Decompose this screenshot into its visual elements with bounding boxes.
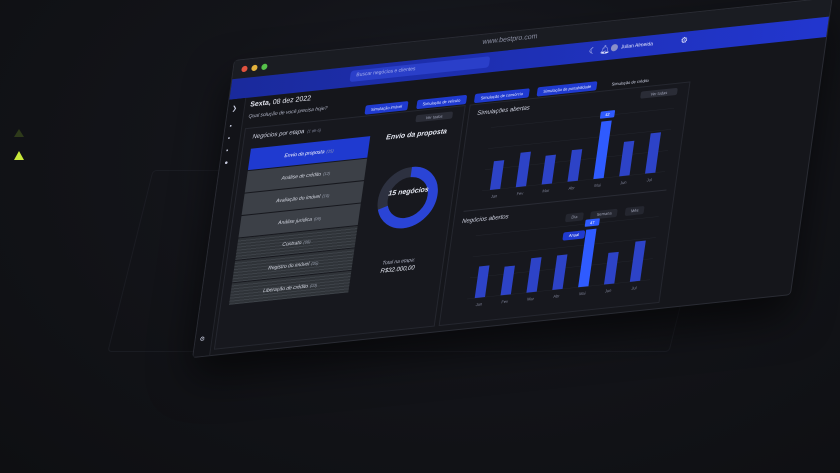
x-tick-label: Jul <box>631 285 637 291</box>
home-icon[interactable]: ▪ <box>229 123 233 130</box>
page-question: Qual solução de você precisa hoje? <box>248 105 328 120</box>
donut-summary: Envio da proposta 15 negócios Total na e… <box>348 127 460 325</box>
stage-label: Avaliação do imóvel <box>275 193 321 205</box>
x-tick-label: Jun <box>605 288 612 294</box>
x-tick-label: Jan <box>491 193 498 199</box>
avatar[interactable] <box>610 43 619 52</box>
gridline <box>490 108 675 128</box>
stage-count: (05) <box>310 260 319 267</box>
gridline <box>472 237 656 258</box>
deals-bar-chart: Jan Fev Mar Abr Mai 47 Jun Jul <box>466 216 659 307</box>
chart-bar[interactable] <box>645 132 662 174</box>
chart-bar[interactable] <box>541 154 556 185</box>
page-date: Sexta, 08 dez 2022 <box>250 95 312 109</box>
chart-bar[interactable] <box>619 140 635 177</box>
stage-count: (09) <box>313 215 322 222</box>
chart-bar[interactable] <box>567 149 583 182</box>
funnel-title: Negócios por etapa (1 de 6) <box>252 127 321 140</box>
chart-bar[interactable] <box>578 228 597 288</box>
funnel-subtitle: (1 de 6) <box>306 127 322 134</box>
deals-chart-title: Negócios abertos <box>461 214 509 226</box>
x-tick-label: Fev <box>516 190 524 196</box>
stage-label: Envio da proposta <box>284 148 325 160</box>
settings-icon[interactable]: ⚙ <box>199 336 206 344</box>
x-tick-label: Mar <box>542 188 550 194</box>
stage-count: (12) <box>322 170 331 177</box>
funnel-stages: Envio da proposta(15) Análise de crédito… <box>228 136 371 306</box>
gridline <box>488 129 672 149</box>
x-tick-label: Jul <box>646 177 652 183</box>
x-tick-label: Mai <box>579 291 586 297</box>
triangle-indicator-active-icon <box>14 151 24 160</box>
data-label: 42 <box>605 112 611 118</box>
value-tooltip <box>584 218 600 227</box>
simulations-view-all-button[interactable]: Ver todas <box>640 87 678 99</box>
user-icon[interactable]: ● <box>223 160 229 167</box>
funnel-view-all-button[interactable]: Ver todos <box>415 111 454 123</box>
window-frame: www.bestpro.com Buscar negócios e client… <box>192 0 833 359</box>
charts-panel: Simulações abertas Ver todas Jan Fev Mar Ab… <box>438 81 691 327</box>
user-name[interactable]: Julian Almeida <box>620 41 654 51</box>
funnel-title-text: Negócios por etapa <box>252 128 305 141</box>
simulations-bar-chart: Jan Fev Mar Abr Mai 42 Jun Jul <box>482 108 675 199</box>
x-tick-label: Fev <box>501 299 509 305</box>
menu-icon[interactable]: ❯ <box>231 105 238 113</box>
clipboard-icon[interactable]: ▪ <box>227 135 231 143</box>
date-rest: 08 dez 2022 <box>272 95 312 107</box>
date-day: Sexta, <box>249 99 272 109</box>
stage-count: (10) <box>321 192 330 199</box>
app-window: www.bestpro.com Buscar negócios e client… <box>191 0 833 366</box>
chart-bar[interactable] <box>603 251 619 285</box>
stage-label: Registro do imóvel <box>267 261 310 272</box>
x-tick-label: Abr <box>568 185 576 191</box>
x-tick-label: Jan <box>475 301 482 307</box>
stage-label: Liberação de crédito <box>262 283 309 295</box>
moon-icon[interactable]: ☾ <box>588 46 597 56</box>
window-url: www.bestpro.com <box>481 33 538 47</box>
maximize-window-button[interactable] <box>260 63 268 71</box>
stage-count: (08) <box>303 238 311 245</box>
stage-count: (03) <box>309 282 318 289</box>
value-tooltip <box>599 110 616 119</box>
stage-label: Análise jurídica <box>277 216 313 227</box>
chart-bar[interactable] <box>500 265 515 296</box>
stage-count: (15) <box>326 148 335 154</box>
settings-icon[interactable]: ⚙ <box>679 35 689 46</box>
bell-icon[interactable]: 🔔︎ <box>599 44 611 55</box>
chart-bar[interactable] <box>593 120 612 180</box>
triangle-indicator-icon <box>14 129 24 137</box>
donut-arc <box>377 166 438 229</box>
gridline <box>475 216 659 236</box>
close-window-button[interactable] <box>241 65 248 73</box>
x-tick-label: Jun <box>620 180 627 186</box>
chart-bar[interactable] <box>474 265 490 299</box>
minimize-window-button[interactable] <box>251 64 258 72</box>
chart-bar[interactable] <box>526 257 542 293</box>
chart-bar[interactable] <box>489 160 505 190</box>
stage-label: Análise de crédito <box>281 171 322 182</box>
donut-title: Envio da proposta <box>385 128 448 142</box>
x-tick-label: Mar <box>527 296 535 302</box>
x-tick-label: Abr <box>553 293 561 299</box>
chart-bar[interactable] <box>552 254 568 290</box>
stage-label: Contrato <box>281 239 302 249</box>
funnel-panel: Negócios por etapa (1 de 6) Ver todos Env… <box>213 105 466 350</box>
chart-bar[interactable] <box>629 240 646 282</box>
donut-chart <box>377 166 438 229</box>
data-label: 47 <box>590 220 596 226</box>
x-tick-label: Mai <box>594 182 601 188</box>
chart-icon[interactable]: ▪ <box>225 148 229 155</box>
chart-bar[interactable] <box>515 151 531 188</box>
